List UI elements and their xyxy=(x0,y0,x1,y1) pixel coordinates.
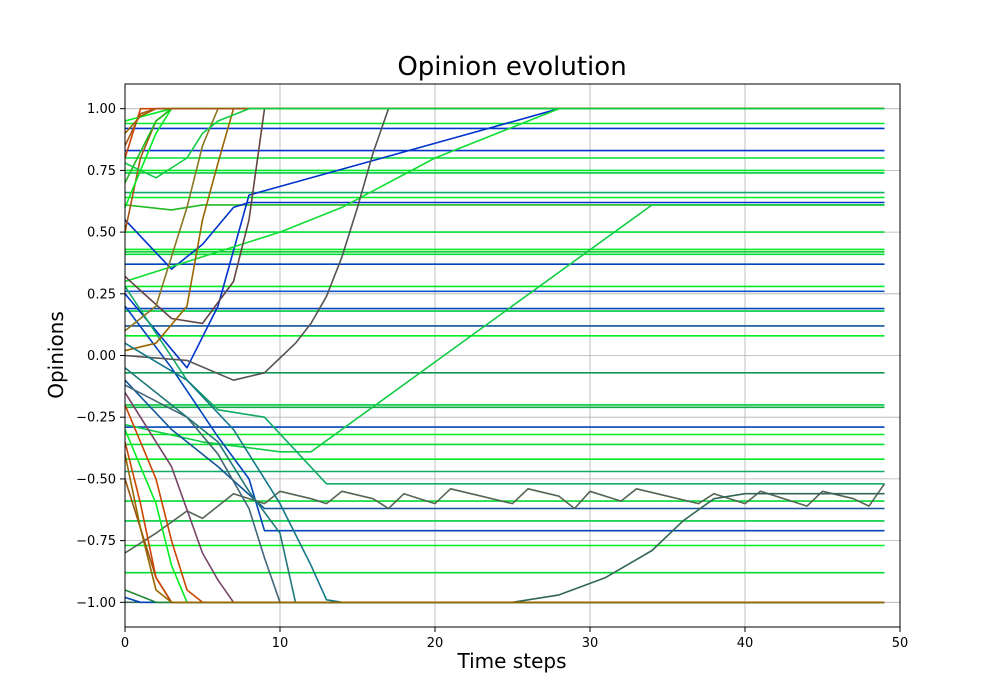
series-line-55 xyxy=(125,589,885,604)
series-line-35 xyxy=(125,107,885,283)
series-line-36 xyxy=(125,204,885,453)
x-tick-label: 30 xyxy=(582,636,599,651)
series-lines xyxy=(125,107,886,604)
series-line-37 xyxy=(125,285,885,485)
x-tick-label: 10 xyxy=(272,636,289,651)
x-tick-label: 50 xyxy=(892,636,909,651)
series-line-56 xyxy=(125,429,885,604)
series-line-57 xyxy=(125,107,885,122)
x-axis-ticks: 0 10 20 30 40 50 xyxy=(121,627,908,651)
x-tick-label: 40 xyxy=(737,636,754,651)
series-line-59 xyxy=(125,107,885,184)
y-axis-ticks: −1.00 −0.75 −0.50 −0.25 0.00 0.25 0.50 0.75 1.00 xyxy=(76,102,125,611)
y-tick-label: −0.75 xyxy=(76,534,116,549)
x-axis-label: Time steps xyxy=(457,649,567,673)
series-line-63 xyxy=(125,454,885,604)
series-line-39 xyxy=(125,379,885,510)
chart-title: Opinion evolution xyxy=(397,52,626,82)
y-tick-label: −0.25 xyxy=(76,411,116,426)
x-tick-label: 20 xyxy=(427,636,444,651)
series-line-50 xyxy=(125,392,885,604)
y-tick-label: 0.50 xyxy=(87,226,116,241)
series-line-53 xyxy=(125,342,885,604)
y-tick-label: 0.25 xyxy=(87,287,116,302)
series-line-41 xyxy=(125,492,885,604)
y-tick-label: 0.75 xyxy=(87,164,116,179)
y-tick-label: −1.00 xyxy=(76,596,116,611)
y-tick-label: −0.50 xyxy=(76,472,116,487)
y-tick-label: 0.00 xyxy=(87,349,116,364)
series-line-42 xyxy=(125,107,885,382)
series-line-45 xyxy=(125,107,885,332)
series-line-34 xyxy=(125,107,885,369)
series-line-64 xyxy=(125,107,885,179)
series-line-33 xyxy=(125,201,885,270)
series-line-61 xyxy=(125,107,885,147)
y-axis-label: Opinions xyxy=(44,311,68,399)
series-line-38 xyxy=(125,305,885,532)
y-tick-label: 1.00 xyxy=(87,102,116,117)
x-tick-label: 0 xyxy=(121,636,129,651)
